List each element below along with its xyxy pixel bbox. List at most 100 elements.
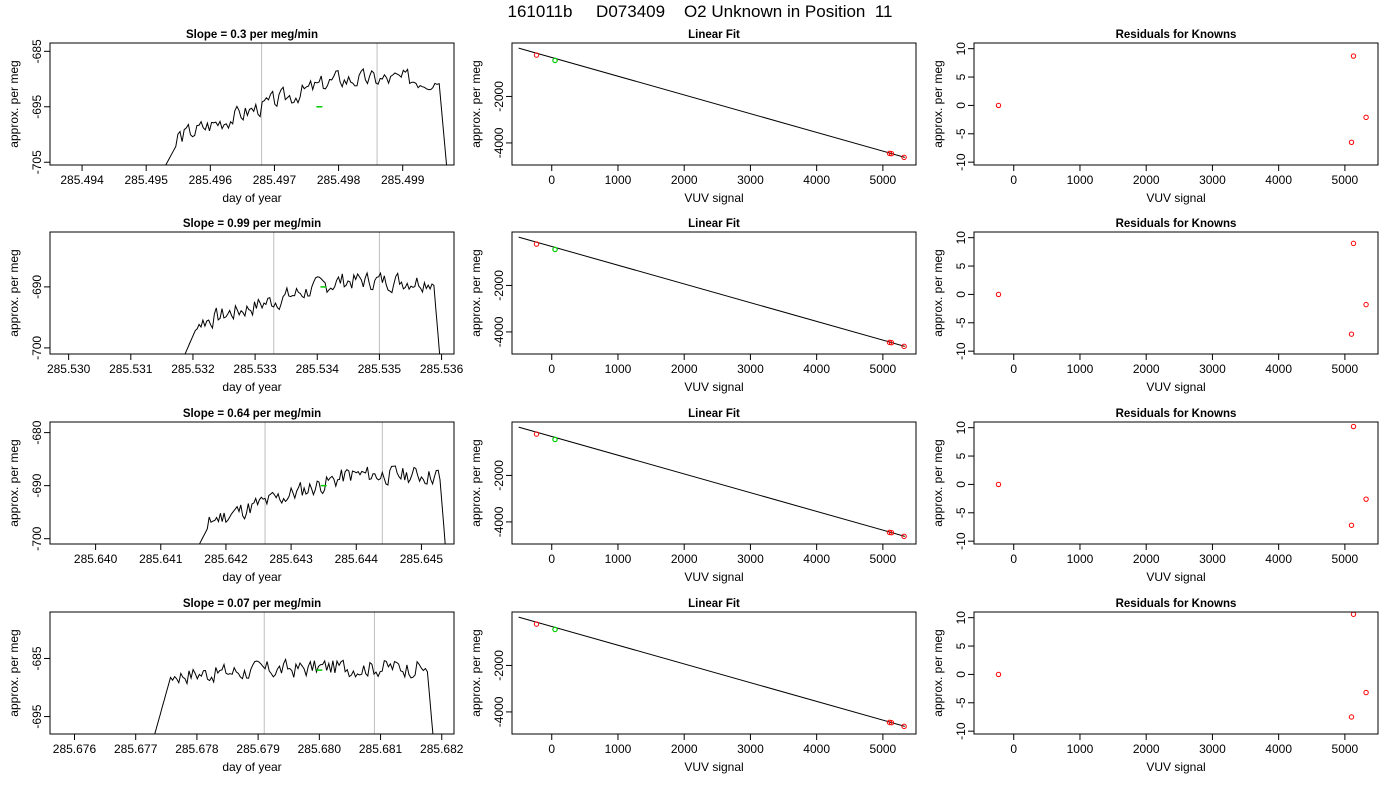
known-point [1348, 522, 1355, 528]
y-axis-label: approx. per meg [469, 439, 483, 526]
known-point [1348, 139, 1355, 146]
x-tick-label: 2000 [1133, 742, 1160, 756]
x-tick-label: 0 [1010, 173, 1017, 187]
x-tick-label: 285.533 [233, 362, 277, 376]
known-point [995, 291, 1002, 298]
x-tick-label: 285.496 [189, 173, 233, 187]
known-point [1350, 53, 1357, 59]
panel-2-2: Linear Fit 0 1000 2000 3000 4000 5000 -4000 -200… [469, 218, 917, 394]
y-axis-label: approx. per meg [469, 629, 483, 716]
x-tick-label: 285.536 [420, 362, 464, 376]
known-point [888, 530, 895, 536]
known-point [995, 102, 1002, 109]
known-point [888, 340, 895, 346]
y-tick-label: -5 [954, 697, 968, 708]
panel-title: Linear Fit [688, 408, 740, 420]
x-tick-label: 5000 [1332, 742, 1359, 756]
x-tick-label: 285.498 [317, 173, 361, 187]
y-tick-label: -685 [30, 646, 44, 670]
y-tick-label: 10 [954, 231, 968, 245]
known-point [533, 241, 540, 247]
fit-line [518, 426, 905, 537]
y-axis-label: approx. per meg [469, 249, 483, 336]
y-tick-label: -700 [30, 526, 44, 550]
y-tick-label: 5 [954, 262, 968, 269]
x-tick-label: 4000 [803, 552, 830, 566]
y-tick-label: -10 [954, 342, 968, 360]
x-tick-label: 0 [548, 173, 555, 187]
known-point [1363, 114, 1369, 121]
y-tick-label: -5 [954, 507, 968, 518]
x-tick-label: 0 [1010, 362, 1017, 376]
panel-title: Residuals for Knowns [1116, 218, 1237, 230]
x-axis-label: day of year [222, 570, 281, 584]
y-tick-label: -700 [30, 336, 44, 360]
known-point [1350, 423, 1357, 430]
x-axis-label: day of year [222, 760, 281, 774]
data-trace [165, 67, 448, 165]
plot-frame [973, 421, 1379, 545]
x-tick-label: 2000 [671, 552, 698, 566]
known-point [995, 671, 1002, 678]
data-trace [154, 657, 434, 734]
unknown-point [552, 57, 558, 64]
panel-title: Linear Fit [688, 29, 740, 41]
y-tick-label: 5 [954, 452, 968, 459]
y-tick-label: -695 [30, 704, 44, 728]
x-tick-label: 285.641 [139, 552, 183, 566]
panel-2-1: Slope = 0.99 per meg/min 285.530 285.531 28… [7, 218, 464, 394]
x-tick-label: 4000 [1265, 173, 1292, 187]
known-point [1363, 689, 1369, 696]
x-tick-label: 285.642 [204, 552, 248, 566]
panel-2-3: Residuals for Knowns 0 1000 2000 3000 4000 500… [931, 218, 1379, 394]
known-point [1350, 240, 1357, 247]
x-tick-label: 5000 [1332, 362, 1359, 376]
x-tick-label: 5000 [870, 742, 897, 756]
y-tick-label: 0 [954, 291, 968, 298]
x-tick-label: 3000 [1199, 362, 1226, 376]
panel-1-3: Residuals for Knowns 0 1000 2000 3000 4000 500… [931, 29, 1379, 205]
x-tick-label: 3000 [1199, 742, 1226, 756]
known-point [1363, 301, 1369, 308]
panel-title: Slope = 0.64 per meg/min [183, 408, 321, 420]
x-tick-label: 4000 [803, 173, 830, 187]
figure-title: 161011b D073409 O2 Unknown in Position 1… [507, 2, 893, 21]
y-tick-label: -2000 [492, 460, 506, 491]
x-tick-label: 285.499 [381, 173, 425, 187]
x-tick-label: 5000 [870, 173, 897, 187]
y-tick-label: 0 [954, 102, 968, 109]
y-tick-label: -10 [954, 153, 968, 171]
plot-frame [511, 42, 917, 166]
x-axis-label: VUV signal [1146, 191, 1205, 205]
x-tick-label: 285.532 [171, 362, 215, 376]
x-tick-label: 4000 [803, 742, 830, 756]
x-axis-label: VUV signal [684, 570, 743, 584]
y-tick-label: 10 [954, 611, 968, 625]
y-tick-label: -10 [954, 532, 968, 550]
y-tick-label: 0 [954, 671, 968, 678]
known-point [901, 723, 907, 730]
x-axis-label: VUV signal [684, 380, 743, 394]
known-point [886, 339, 893, 346]
y-axis-label: approx. per meg [931, 249, 945, 336]
known-point [901, 343, 907, 350]
x-tick-label: 0 [548, 552, 555, 566]
panel-title: Slope = 0.3 per meg/min [186, 29, 318, 41]
y-tick-label: 10 [954, 421, 968, 435]
panel-title: Slope = 0.07 per meg/min [183, 598, 321, 610]
x-tick-label: 1000 [605, 173, 632, 187]
x-tick-label: 285.494 [60, 173, 104, 187]
panel-4-3: Residuals for Knowns 0 1000 2000 3000 4000 500… [931, 598, 1379, 774]
y-axis-label: approx. per meg [931, 439, 945, 526]
x-tick-label: 2000 [1133, 362, 1160, 376]
x-tick-label: 5000 [870, 552, 897, 566]
x-tick-label: 285.531 [109, 362, 153, 376]
x-tick-label: 2000 [671, 362, 698, 376]
known-point [901, 154, 907, 161]
x-axis-label: VUV signal [1146, 570, 1205, 584]
known-point [886, 150, 893, 157]
panel-title: Slope = 0.99 per meg/min [183, 218, 321, 230]
y-tick-label: -5 [954, 128, 968, 139]
x-tick-label: 1000 [1067, 173, 1094, 187]
